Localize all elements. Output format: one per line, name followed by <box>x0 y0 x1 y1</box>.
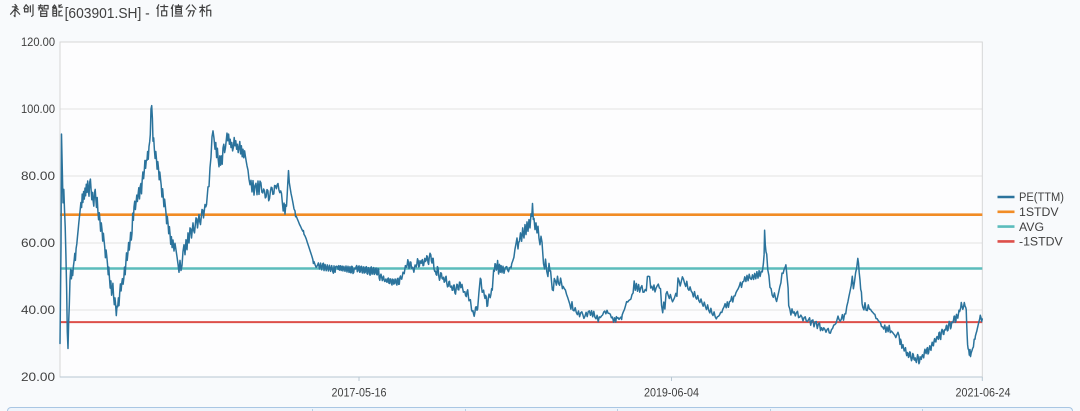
svg-text:[603901.SH] -: [603901.SH] - <box>65 5 154 22</box>
svg-text:2021-06-24: 2021-06-24 <box>956 386 1011 400</box>
svg-text:AVG: AVG <box>1019 220 1044 234</box>
svg-text:-1STDV: -1STDV <box>1019 235 1064 249</box>
svg-text:120.00: 120.00 <box>21 35 55 49</box>
svg-text:PE(TTM): PE(TTM) <box>1019 190 1064 204</box>
svg-text:60.00: 60.00 <box>21 236 55 250</box>
svg-text:40.00: 40.00 <box>21 303 55 317</box>
svg-text:2019-06-04: 2019-06-04 <box>644 386 699 400</box>
svg-text:100.00: 100.00 <box>21 102 55 116</box>
svg-text:80.00: 80.00 <box>21 169 55 183</box>
svg-text:20.00: 20.00 <box>21 370 55 384</box>
svg-text:2017-05-16: 2017-05-16 <box>332 386 387 400</box>
svg-text:1STDV: 1STDV <box>1019 205 1059 219</box>
